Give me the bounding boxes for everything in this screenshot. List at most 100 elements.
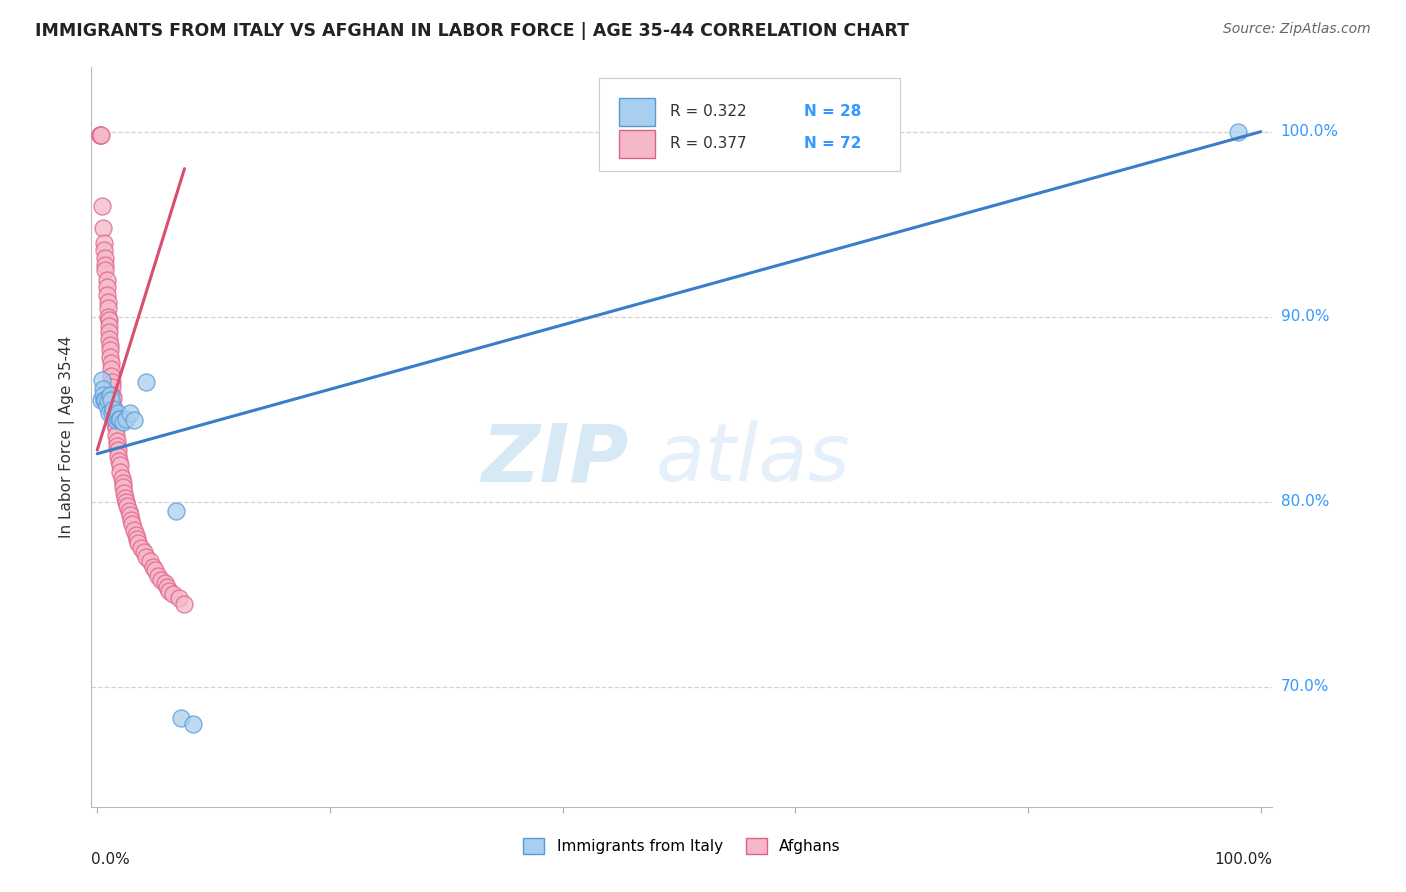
Point xyxy=(105,409,128,424)
Point xyxy=(104,428,127,442)
Point xyxy=(118,508,141,522)
Point xyxy=(97,295,120,310)
Point xyxy=(100,361,122,376)
Point xyxy=(90,392,112,407)
Point xyxy=(153,576,176,591)
Point xyxy=(110,458,132,472)
Text: N = 72: N = 72 xyxy=(804,136,860,152)
Point xyxy=(125,532,148,546)
Point xyxy=(104,411,127,425)
Text: R = 0.377: R = 0.377 xyxy=(671,136,747,152)
Point xyxy=(97,392,120,407)
Point xyxy=(142,559,165,574)
Point xyxy=(93,392,115,407)
Point xyxy=(96,273,118,287)
Point xyxy=(1226,125,1249,139)
Point xyxy=(89,128,111,143)
Point xyxy=(157,583,180,598)
Point xyxy=(97,301,120,315)
Point xyxy=(108,411,131,425)
Point xyxy=(101,375,124,389)
Text: atlas: atlas xyxy=(655,420,851,499)
Text: 90.0%: 90.0% xyxy=(1281,310,1329,325)
Text: ZIP: ZIP xyxy=(481,420,628,499)
Point xyxy=(117,504,139,518)
Point xyxy=(173,597,195,611)
Point xyxy=(100,392,122,407)
Point xyxy=(107,406,129,420)
Point xyxy=(98,343,121,357)
Point xyxy=(97,332,120,346)
Point xyxy=(98,337,121,351)
Point xyxy=(110,411,132,425)
Point xyxy=(108,454,131,468)
Point xyxy=(138,554,160,568)
Point xyxy=(107,443,129,458)
Point xyxy=(115,411,138,425)
Point xyxy=(89,128,111,143)
Point xyxy=(117,499,139,513)
Point xyxy=(124,413,146,427)
Point xyxy=(107,449,129,463)
Point xyxy=(103,402,125,417)
Point xyxy=(94,258,117,272)
Legend: Immigrants from Italy, Afghans: Immigrants from Italy, Afghans xyxy=(517,831,846,860)
Point xyxy=(135,375,157,389)
Point xyxy=(165,504,187,518)
Point xyxy=(90,373,112,387)
Point xyxy=(94,263,117,277)
Point xyxy=(94,392,117,407)
Text: 0.0%: 0.0% xyxy=(91,852,131,867)
Point xyxy=(105,439,128,453)
Point xyxy=(167,591,190,606)
Point xyxy=(131,541,153,555)
Point xyxy=(103,391,125,405)
Point xyxy=(97,313,120,327)
Point xyxy=(96,280,118,294)
Point xyxy=(101,387,124,401)
Point xyxy=(97,406,120,420)
Point xyxy=(121,517,143,532)
Point xyxy=(98,351,121,365)
Point xyxy=(91,221,114,235)
Point xyxy=(181,717,204,731)
Point xyxy=(97,325,120,339)
Point xyxy=(104,413,127,427)
Point xyxy=(115,495,138,509)
Point xyxy=(118,406,141,420)
Point xyxy=(124,523,146,537)
Text: R = 0.322: R = 0.322 xyxy=(671,103,747,119)
Point xyxy=(96,399,118,413)
Point xyxy=(111,480,134,494)
Point xyxy=(145,563,167,577)
Point xyxy=(91,387,114,401)
Point xyxy=(96,287,118,301)
Point xyxy=(105,434,128,448)
Text: IMMIGRANTS FROM ITALY VS AFGHAN IN LABOR FORCE | AGE 35-44 CORRELATION CHART: IMMIGRANTS FROM ITALY VS AFGHAN IN LABOR… xyxy=(35,22,910,40)
FancyBboxPatch shape xyxy=(619,98,655,126)
Point xyxy=(93,235,115,250)
Text: N = 28: N = 28 xyxy=(804,103,860,119)
Y-axis label: In Labor Force | Age 35-44: In Labor Force | Age 35-44 xyxy=(59,336,76,538)
Point xyxy=(156,580,179,594)
Point xyxy=(112,485,135,500)
Point xyxy=(100,356,122,370)
Point xyxy=(150,573,173,587)
Point xyxy=(91,382,114,396)
Text: 100.0%: 100.0% xyxy=(1281,124,1339,139)
Point xyxy=(132,545,155,559)
FancyBboxPatch shape xyxy=(619,130,655,158)
Point xyxy=(101,406,124,420)
Point xyxy=(135,550,157,565)
Point xyxy=(94,251,117,265)
Point xyxy=(104,406,127,420)
Point xyxy=(93,243,115,257)
Point xyxy=(111,471,134,485)
Point xyxy=(104,421,127,435)
Point xyxy=(98,387,121,401)
Point xyxy=(100,369,122,384)
Point xyxy=(103,399,125,413)
Point xyxy=(162,587,184,601)
Text: 70.0%: 70.0% xyxy=(1281,680,1329,695)
Point xyxy=(120,513,142,527)
